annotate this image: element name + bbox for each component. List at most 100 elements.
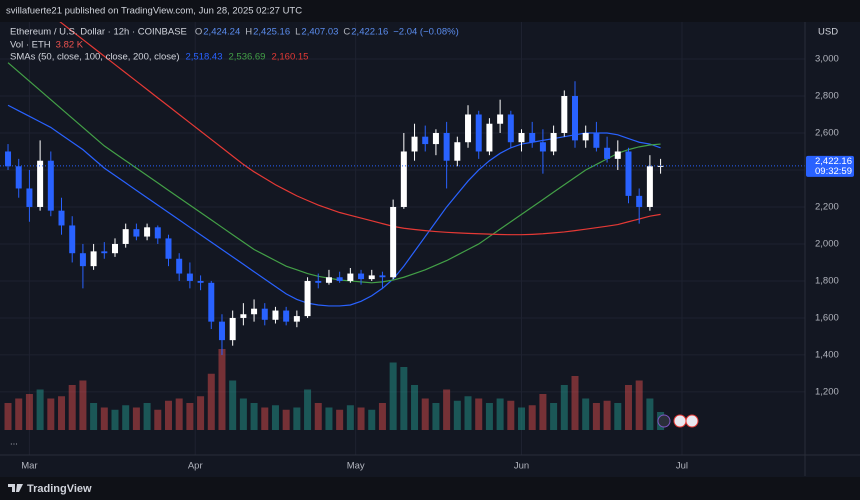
volume-legend-value: 3.82 K bbox=[56, 40, 84, 51]
candle-body bbox=[154, 227, 161, 239]
x-tick-label: Apr bbox=[188, 461, 203, 472]
volume-bar bbox=[207, 373, 215, 430]
volume-bar bbox=[378, 403, 386, 430]
volume-bar bbox=[25, 394, 33, 430]
candle-body bbox=[229, 317, 236, 341]
candle-body bbox=[400, 151, 407, 207]
volume-bar bbox=[400, 367, 408, 430]
candle-body bbox=[47, 160, 54, 211]
volume-bar bbox=[90, 403, 98, 430]
candle-body bbox=[604, 147, 611, 159]
volume-bar bbox=[550, 403, 558, 430]
candle-body bbox=[58, 210, 65, 226]
candle-body bbox=[593, 132, 600, 148]
last-price-label: 2,422.16 bbox=[815, 156, 852, 167]
volume-bar bbox=[325, 407, 333, 430]
candle-body bbox=[572, 95, 578, 141]
candle-body bbox=[518, 132, 525, 143]
volume-bar bbox=[582, 398, 590, 430]
countdown-label: 09:32:59 bbox=[815, 166, 852, 177]
candle-body bbox=[432, 132, 439, 145]
volume-bar bbox=[293, 407, 301, 430]
y-tick-label: 1,600 bbox=[815, 312, 839, 323]
candle-body bbox=[336, 277, 343, 281]
last-price-box bbox=[806, 155, 854, 177]
volume-bar bbox=[496, 398, 504, 430]
volume-bar bbox=[218, 349, 226, 430]
candle-body bbox=[465, 114, 472, 143]
candle-body bbox=[251, 308, 258, 315]
sma-line bbox=[59, 22, 661, 236]
volume-bar bbox=[389, 362, 397, 430]
volume-bar bbox=[571, 376, 579, 430]
volume-bar bbox=[357, 407, 365, 430]
more-indicator: ... bbox=[10, 437, 18, 448]
currency: USD bbox=[818, 27, 838, 38]
volume-bar bbox=[122, 405, 130, 430]
candle-body bbox=[347, 273, 354, 281]
candle-body bbox=[5, 151, 12, 167]
candle-body bbox=[165, 238, 172, 259]
volume-bar bbox=[432, 403, 440, 430]
volume-bar bbox=[36, 389, 44, 430]
x-tick-label: Jun bbox=[514, 461, 529, 472]
y-tick-label: 1,400 bbox=[815, 349, 839, 360]
candle-body bbox=[272, 310, 279, 320]
header-bar bbox=[0, 0, 860, 22]
volume-bar bbox=[100, 407, 108, 430]
candle-body bbox=[101, 251, 108, 254]
x-tick-label: Jul bbox=[676, 461, 688, 472]
candle-body bbox=[561, 95, 568, 133]
sma-legend-value: 2,518.43 bbox=[186, 52, 223, 63]
ohlc-value: 2,425.16 bbox=[253, 27, 290, 38]
ohlc-label: L bbox=[295, 27, 300, 38]
candle-body bbox=[26, 188, 33, 207]
ohlc-value: 2,407.03 bbox=[301, 27, 338, 38]
volume-bar bbox=[646, 398, 654, 430]
volume-bar bbox=[560, 385, 568, 430]
volume-bar bbox=[271, 405, 279, 430]
volume-bar bbox=[346, 405, 354, 430]
legend-title: Ethereum / U.S. Dollar · 12h · COINBASE bbox=[10, 27, 187, 38]
volume-bar bbox=[368, 409, 376, 430]
candles bbox=[0, 81, 805, 355]
candle-body bbox=[582, 132, 589, 141]
candle-body bbox=[15, 166, 22, 189]
sma-legend-label: SMAs (50, close, 100, close, 200, close) bbox=[10, 52, 180, 63]
y-tick-label: 1,200 bbox=[815, 386, 839, 397]
brand: TradingView bbox=[27, 483, 92, 495]
volume-bar bbox=[175, 398, 183, 430]
candle-body bbox=[646, 166, 653, 207]
candle-body bbox=[636, 195, 643, 207]
volume-bar bbox=[261, 407, 269, 430]
volume-bar bbox=[592, 403, 600, 430]
candle-body bbox=[379, 275, 386, 278]
candle-body bbox=[358, 273, 365, 280]
brand-logo bbox=[8, 484, 23, 492]
volume-bar bbox=[15, 398, 23, 430]
volume-bar bbox=[539, 394, 547, 430]
volume-bar bbox=[453, 400, 461, 430]
y-tick-label: 2,000 bbox=[815, 238, 839, 249]
candle-body bbox=[497, 114, 504, 124]
legend: Ethereum / U.S. Dollar · 12h · COINBASE O… bbox=[10, 27, 459, 63]
volume-bar bbox=[624, 385, 632, 430]
change-label: −2.04 (−0.08%) bbox=[393, 27, 459, 38]
volume-pane bbox=[4, 349, 665, 430]
y-tick-label: 2,200 bbox=[815, 201, 839, 212]
ohlc-value: 2,424.24 bbox=[203, 27, 240, 38]
y-tick-label: 3,000 bbox=[815, 54, 839, 65]
candle-body bbox=[197, 280, 204, 283]
volume-bar bbox=[4, 403, 12, 430]
x-tick-label: May bbox=[347, 461, 365, 472]
volume-bar bbox=[229, 380, 237, 430]
volume-bar bbox=[475, 398, 483, 430]
icon bbox=[685, 414, 699, 428]
candle-body bbox=[529, 132, 536, 143]
author-line: svillafuerte21 published on TradingView.… bbox=[6, 6, 302, 17]
candle-body bbox=[283, 310, 290, 322]
candle-body bbox=[443, 132, 450, 161]
candle-body bbox=[218, 321, 225, 341]
